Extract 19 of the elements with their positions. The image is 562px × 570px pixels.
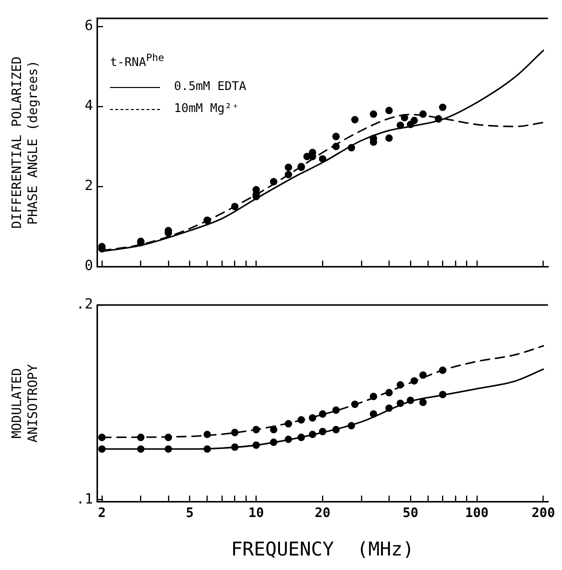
y-tick-label: 6 (84, 18, 93, 34)
x-axis-title: FREQUENCY (MHz) (230, 538, 414, 561)
x-tick-label: 10 (248, 506, 264, 521)
x-tick-label: 50 (402, 506, 418, 521)
y-axis-title: MODULATED ANISOTROPY (10, 364, 41, 442)
y-tick-label: 4 (84, 98, 93, 114)
x-tick-label: 200 (532, 506, 556, 521)
x-tick-label: 2 (98, 506, 106, 521)
y-tick-label: 0 (84, 258, 93, 274)
y-tick-label: .2 (76, 296, 93, 313)
legend-title: t-RNA$^{Phe}$ (110, 52, 166, 71)
x-tick-label: 100 (465, 506, 489, 521)
x-tick-label: 20 (314, 506, 331, 521)
y-tick-label: 2 (84, 178, 93, 194)
legend-label: 10mM Mg²⁺ (174, 101, 240, 115)
x-tick-label: 5 (186, 506, 194, 521)
y-axis-title: DIFFERENTIAL POLARIZED PHASE ANGLE (degrees) (10, 56, 41, 229)
y-tick-label: .1 (76, 491, 93, 508)
legend-label: 0.5mM EDTA (174, 79, 246, 93)
